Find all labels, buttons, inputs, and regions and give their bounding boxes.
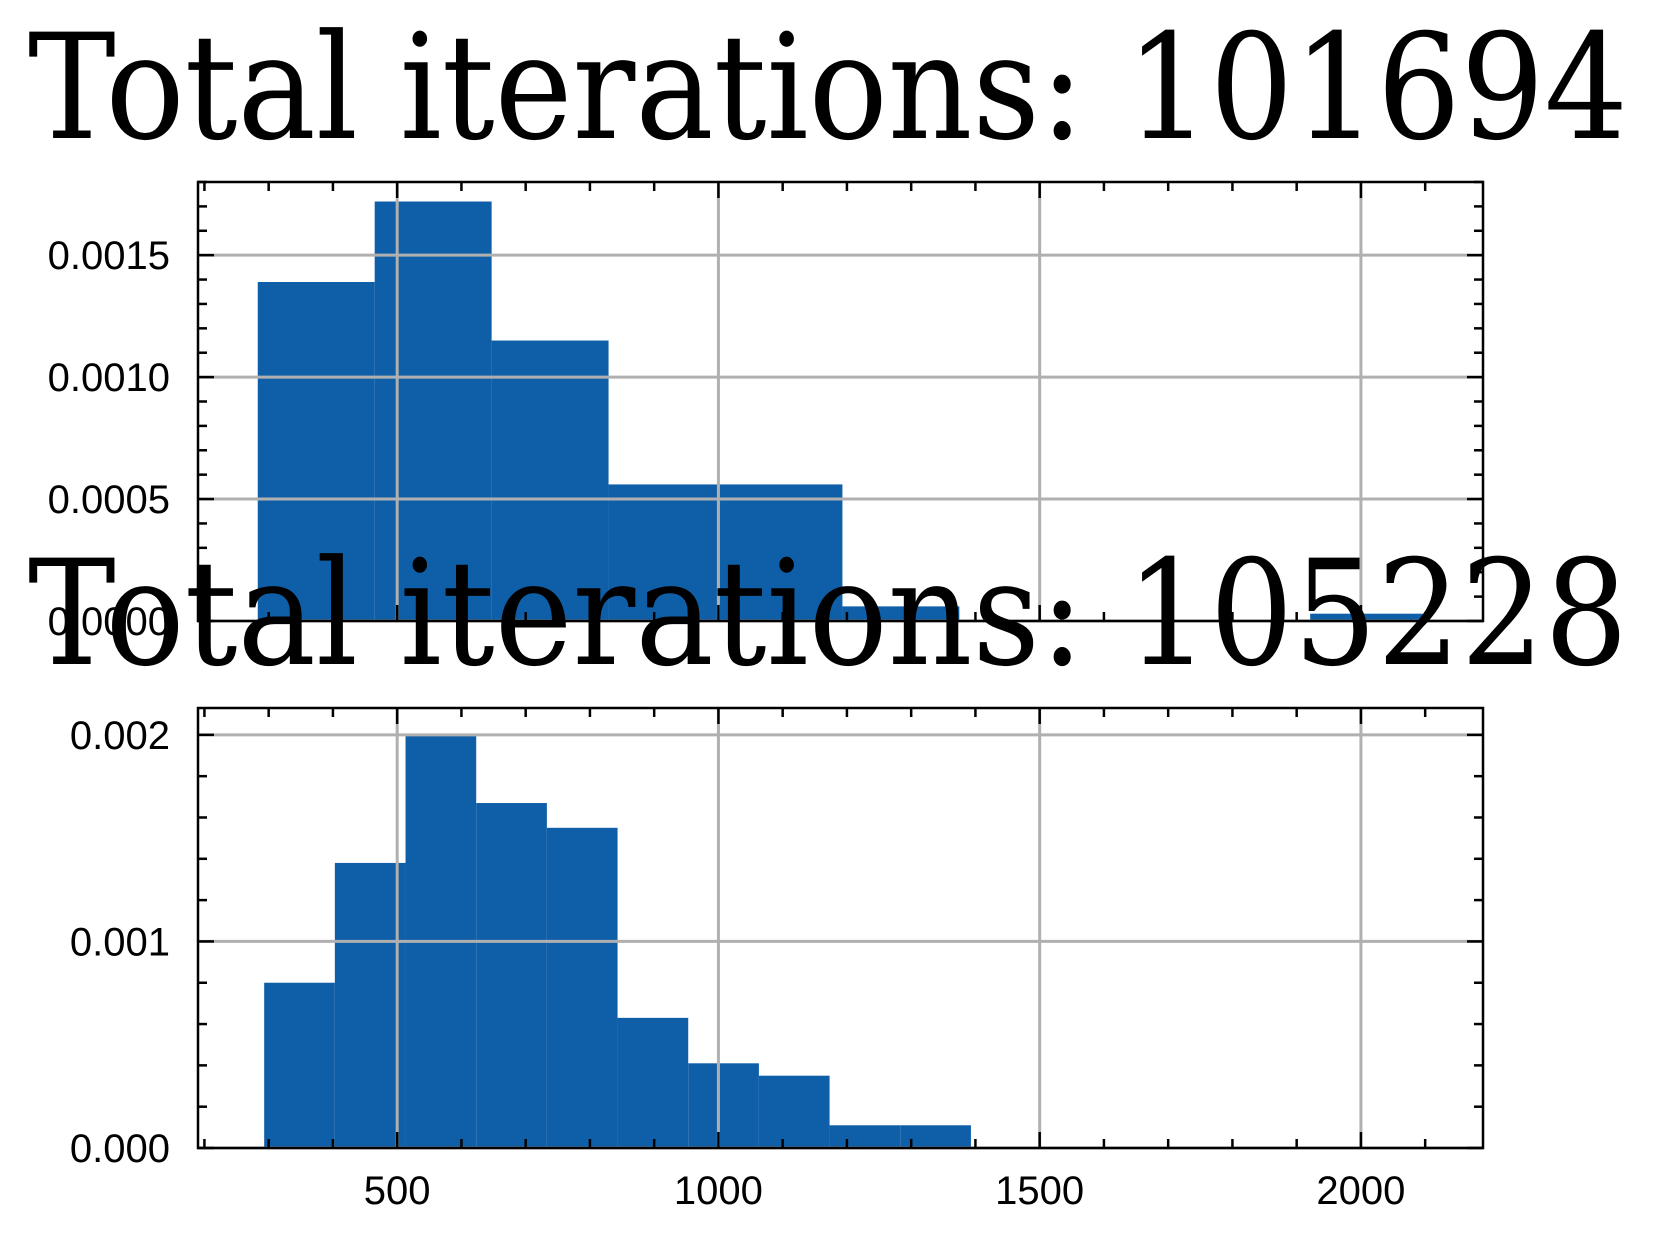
chart-title: Total iterations: 105228 bbox=[28, 529, 1628, 699]
histogram-bar-6 bbox=[842, 606, 960, 621]
y-tick-label: 0.0005 bbox=[48, 478, 170, 522]
axes-frame bbox=[196, 706, 1485, 1150]
panel-2: 0.000 0.001 0.002 500 1000 1500 2000 Total iter… bbox=[28, 529, 1628, 1213]
histogram-bar-3 bbox=[491, 340, 609, 621]
histogram-bar-10 bbox=[900, 1125, 971, 1148]
histogram-bar-4 bbox=[608, 484, 726, 621]
x-tick-label: 2000 bbox=[1316, 1169, 1405, 1213]
histogram-bar-5 bbox=[546, 827, 618, 1148]
histogram-bar-9 bbox=[829, 1125, 901, 1148]
y-tick-label: 0.001 bbox=[70, 920, 170, 964]
panel-1: 0.0000 0.0005 0.0010 0.0015 Total iterations… bbox=[28, 3, 1628, 644]
y-tick-label: 0.000 bbox=[70, 1127, 170, 1171]
histogram-bar-8 bbox=[758, 1075, 830, 1148]
y-tick-label: 0.0010 bbox=[48, 356, 170, 400]
histogram-bar-7 bbox=[688, 1063, 759, 1148]
histogram-bar-10 bbox=[1310, 613, 1428, 621]
histogram-bar-1 bbox=[264, 982, 335, 1148]
y-tick-label: 0.0015 bbox=[48, 234, 170, 278]
x-tick-label: 1000 bbox=[674, 1169, 763, 1213]
histogram-bar-1 bbox=[257, 281, 375, 621]
x-tick-label: 500 bbox=[364, 1169, 431, 1213]
histogram-bar-4 bbox=[476, 803, 547, 1148]
histogram-bar-5 bbox=[725, 484, 843, 621]
y-tick-label: 0.0000 bbox=[48, 600, 170, 644]
x-tick-label: 1500 bbox=[995, 1169, 1084, 1213]
y-tick-label: 0.002 bbox=[70, 714, 170, 758]
chart-title: Total iterations: 101694 bbox=[28, 3, 1628, 173]
histogram-bar-2 bbox=[334, 862, 406, 1148]
histogram-bar-6 bbox=[617, 1017, 689, 1148]
histogram-bar-2 bbox=[374, 201, 492, 621]
